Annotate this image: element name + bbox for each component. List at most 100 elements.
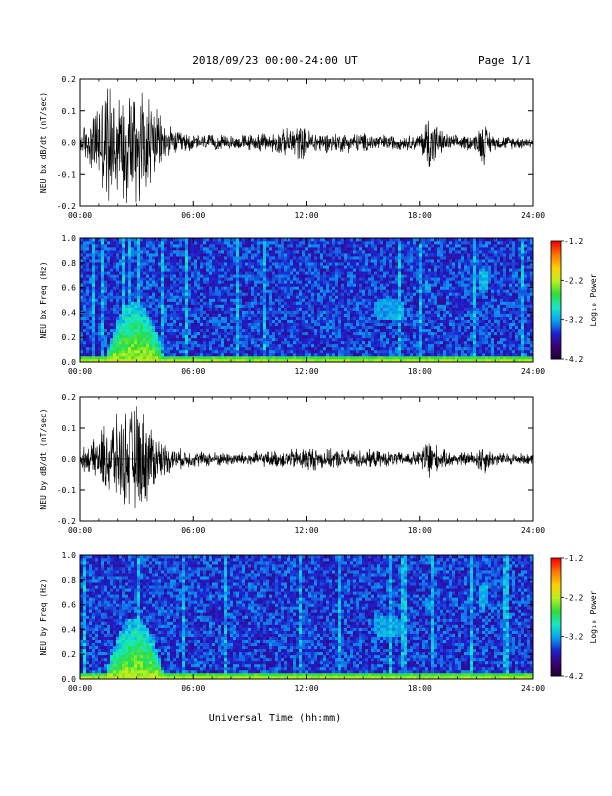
spectrogram-cell bbox=[86, 329, 89, 332]
spectrogram-cell bbox=[233, 347, 236, 350]
spectrogram-cell bbox=[110, 262, 113, 265]
spectrogram-cell bbox=[302, 305, 305, 308]
spectrogram-cell bbox=[263, 298, 266, 301]
spectrogram-cell bbox=[338, 295, 341, 298]
spectrogram-cell bbox=[419, 256, 422, 259]
spectrogram-cell bbox=[230, 323, 233, 326]
spectrogram-cell bbox=[404, 323, 407, 326]
spectrogram-cell bbox=[356, 250, 359, 253]
spectrogram-cell bbox=[407, 347, 410, 350]
spectrogram-cell bbox=[218, 302, 221, 305]
spectrogram-cell bbox=[407, 262, 410, 265]
spectrogram-cell bbox=[356, 283, 359, 286]
spectrogram-cell bbox=[425, 268, 428, 271]
spectrogram-cell bbox=[272, 314, 275, 317]
spectrogram-cell bbox=[338, 259, 341, 262]
spectrogram-cell bbox=[248, 298, 251, 301]
spectrogram-cell bbox=[224, 295, 227, 298]
spectrogram-cell bbox=[407, 265, 410, 268]
spectrogram-cell bbox=[377, 335, 380, 338]
spectrogram-cell bbox=[308, 350, 311, 353]
spectrogram-cell bbox=[350, 317, 353, 320]
spectrogram-cell bbox=[176, 265, 179, 268]
spectrogram-cell bbox=[149, 305, 152, 308]
spectrogram-cell bbox=[296, 250, 299, 253]
spectrogram-cell bbox=[269, 268, 272, 271]
spectrogram-cell bbox=[308, 259, 311, 262]
spectrogram-cell bbox=[113, 317, 116, 320]
spectrogram-cell bbox=[224, 265, 227, 268]
spectrogram-cell bbox=[311, 347, 314, 350]
spectrogram-cell bbox=[83, 341, 86, 344]
spectrogram-cell bbox=[83, 253, 86, 256]
spectrogram-cell bbox=[152, 244, 155, 247]
spectrogram-cell bbox=[98, 241, 101, 244]
spectrogram-cell bbox=[347, 347, 350, 350]
spectrogram-cell bbox=[332, 247, 335, 250]
spectrogram-cell bbox=[320, 329, 323, 332]
spectrogram-cell bbox=[251, 305, 254, 308]
spectrogram-cell bbox=[323, 265, 326, 268]
spectrogram-cell bbox=[131, 280, 134, 283]
spectrogram-cell bbox=[116, 338, 119, 341]
spectrogram-cell bbox=[401, 347, 404, 350]
spectrogram-cell bbox=[293, 308, 296, 311]
spectrogram-cell bbox=[122, 289, 125, 292]
spectrogram-cell bbox=[278, 308, 281, 311]
spectrogram-cell bbox=[221, 241, 224, 244]
spectrogram-cell bbox=[137, 320, 140, 323]
spectrogram-cell bbox=[314, 332, 317, 335]
spectrogram-cell bbox=[209, 250, 212, 253]
spectrogram-cell bbox=[275, 274, 278, 277]
spectrogram-cell bbox=[173, 292, 176, 295]
spectrogram-cell bbox=[275, 280, 278, 283]
spectrogram-cell bbox=[173, 259, 176, 262]
spectrogram-cell bbox=[173, 271, 176, 274]
spectrogram-cell bbox=[209, 286, 212, 289]
spectrogram-cell bbox=[320, 338, 323, 341]
spectrogram-cell bbox=[104, 259, 107, 262]
spectrogram-cell bbox=[203, 329, 206, 332]
spectrogram-cell bbox=[104, 256, 107, 259]
spectrogram-cell bbox=[131, 341, 134, 344]
spectrogram-cell bbox=[329, 244, 332, 247]
spectrogram-cell bbox=[401, 323, 404, 326]
spectrogram-cell bbox=[332, 311, 335, 314]
spectrogram-cell bbox=[170, 271, 173, 274]
spectrogram-cell bbox=[338, 335, 341, 338]
spectrogram-cell bbox=[431, 323, 434, 326]
spectrogram-cell bbox=[404, 308, 407, 311]
spectrogram-cell bbox=[320, 247, 323, 250]
spectrogram-cell bbox=[131, 335, 134, 338]
spectrogram-cell bbox=[335, 259, 338, 262]
spectrogram-cell bbox=[236, 350, 239, 353]
spectrogram-cell bbox=[107, 241, 110, 244]
spectrogram-cell bbox=[353, 241, 356, 244]
spectrogram-cell bbox=[290, 277, 293, 280]
spectrogram-cell bbox=[92, 302, 95, 305]
spectrogram-cell bbox=[359, 277, 362, 280]
spectrogram-cell bbox=[404, 320, 407, 323]
spectrogram-cell bbox=[317, 274, 320, 277]
spectrogram-cell bbox=[194, 317, 197, 320]
spectrogram-cell bbox=[254, 241, 257, 244]
spectrogram-cell bbox=[239, 268, 242, 271]
spectrogram-cell bbox=[260, 323, 263, 326]
spectrogram-cell bbox=[431, 247, 434, 250]
spectrogram-cell bbox=[410, 265, 413, 268]
spectrogram-cell bbox=[368, 298, 371, 301]
spectrogram-cell bbox=[266, 292, 269, 295]
spectrogram-cell bbox=[314, 308, 317, 311]
spectrogram-cell bbox=[386, 326, 389, 329]
spectrogram-cell bbox=[227, 320, 230, 323]
spectrogram-cell bbox=[335, 241, 338, 244]
spectrogram-cell bbox=[122, 274, 125, 277]
spectrogram-cell bbox=[434, 302, 437, 305]
spectrogram-cell bbox=[101, 283, 104, 286]
spectrogram-cell bbox=[257, 335, 260, 338]
spectrogram-cell bbox=[347, 332, 350, 335]
spectrogram-cell bbox=[275, 262, 278, 265]
spectrogram-cell bbox=[221, 338, 224, 341]
spectrogram-cell bbox=[158, 286, 161, 289]
spectrogram-cell bbox=[314, 338, 317, 341]
